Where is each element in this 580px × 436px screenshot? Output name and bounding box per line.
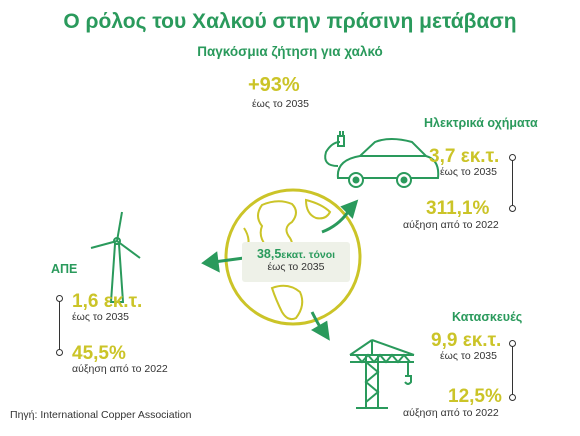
- construction-dot-top: [509, 340, 516, 347]
- renewables-label: ΑΠΕ: [51, 262, 78, 276]
- ev-connector: [512, 157, 513, 208]
- total-note: έως το 2035: [252, 98, 309, 110]
- source-note: Πηγή: International Copper Association: [10, 409, 192, 421]
- center-value: 38,5: [256, 247, 282, 261]
- renewables-value1: 1,6 εκ.τ.: [72, 291, 143, 312]
- ev-value2: 311,1%: [426, 198, 490, 219]
- construction-value1: 9,9 εκ.τ.: [431, 330, 502, 351]
- renewables-dot-bottom: [56, 349, 63, 356]
- renewables-note1: έως το 2035: [72, 311, 129, 323]
- ev-note1: έως το 2035: [440, 166, 497, 178]
- ev-dot-top: [509, 154, 516, 161]
- construction-label: Κατασκευές: [452, 310, 523, 324]
- arrow-to-ev: [321, 199, 359, 234]
- ev-label: Ηλεκτρικά οχήματα: [424, 116, 538, 130]
- arrow-to-construction: [310, 311, 330, 341]
- center-value-line: 38,5εκατ. τόνοι: [242, 247, 350, 261]
- page-subtitle: Παγκόσμια ζήτηση για χαλκό: [197, 44, 383, 59]
- page-title: Ο ρόλος του Χαλκού στην πράσινη μετάβαση: [63, 10, 517, 33]
- center-note: έως το 2035: [267, 261, 325, 273]
- crane-icon: [349, 339, 415, 409]
- construction-connector: [512, 343, 513, 397]
- construction-note2: αύξηση από το 2022: [403, 407, 499, 419]
- construction-value2: 12,5%: [448, 386, 502, 407]
- total-value: +93%: [248, 74, 300, 96]
- wind-turbine-icon: [90, 211, 141, 303]
- renewables-connector: [59, 298, 60, 352]
- arrow-to-renewables: [201, 251, 245, 273]
- electric-car-icon: [324, 131, 440, 188]
- ev-note2: αύξηση από το 2022: [403, 219, 499, 231]
- renewables-value2: 45,5%: [72, 343, 126, 364]
- renewables-note2: αύξηση από το 2022: [72, 363, 168, 375]
- construction-dot-bottom: [509, 394, 516, 401]
- ev-dot-bottom: [509, 205, 516, 212]
- center-unit: εκατ. τόνοι: [281, 249, 336, 261]
- construction-note1: έως το 2035: [440, 350, 497, 362]
- ev-value1: 3,7 εκ.τ.: [429, 146, 500, 167]
- center-box: 38,5εκατ. τόνοι έως το 2035: [242, 242, 350, 282]
- renewables-dot-top: [56, 295, 63, 302]
